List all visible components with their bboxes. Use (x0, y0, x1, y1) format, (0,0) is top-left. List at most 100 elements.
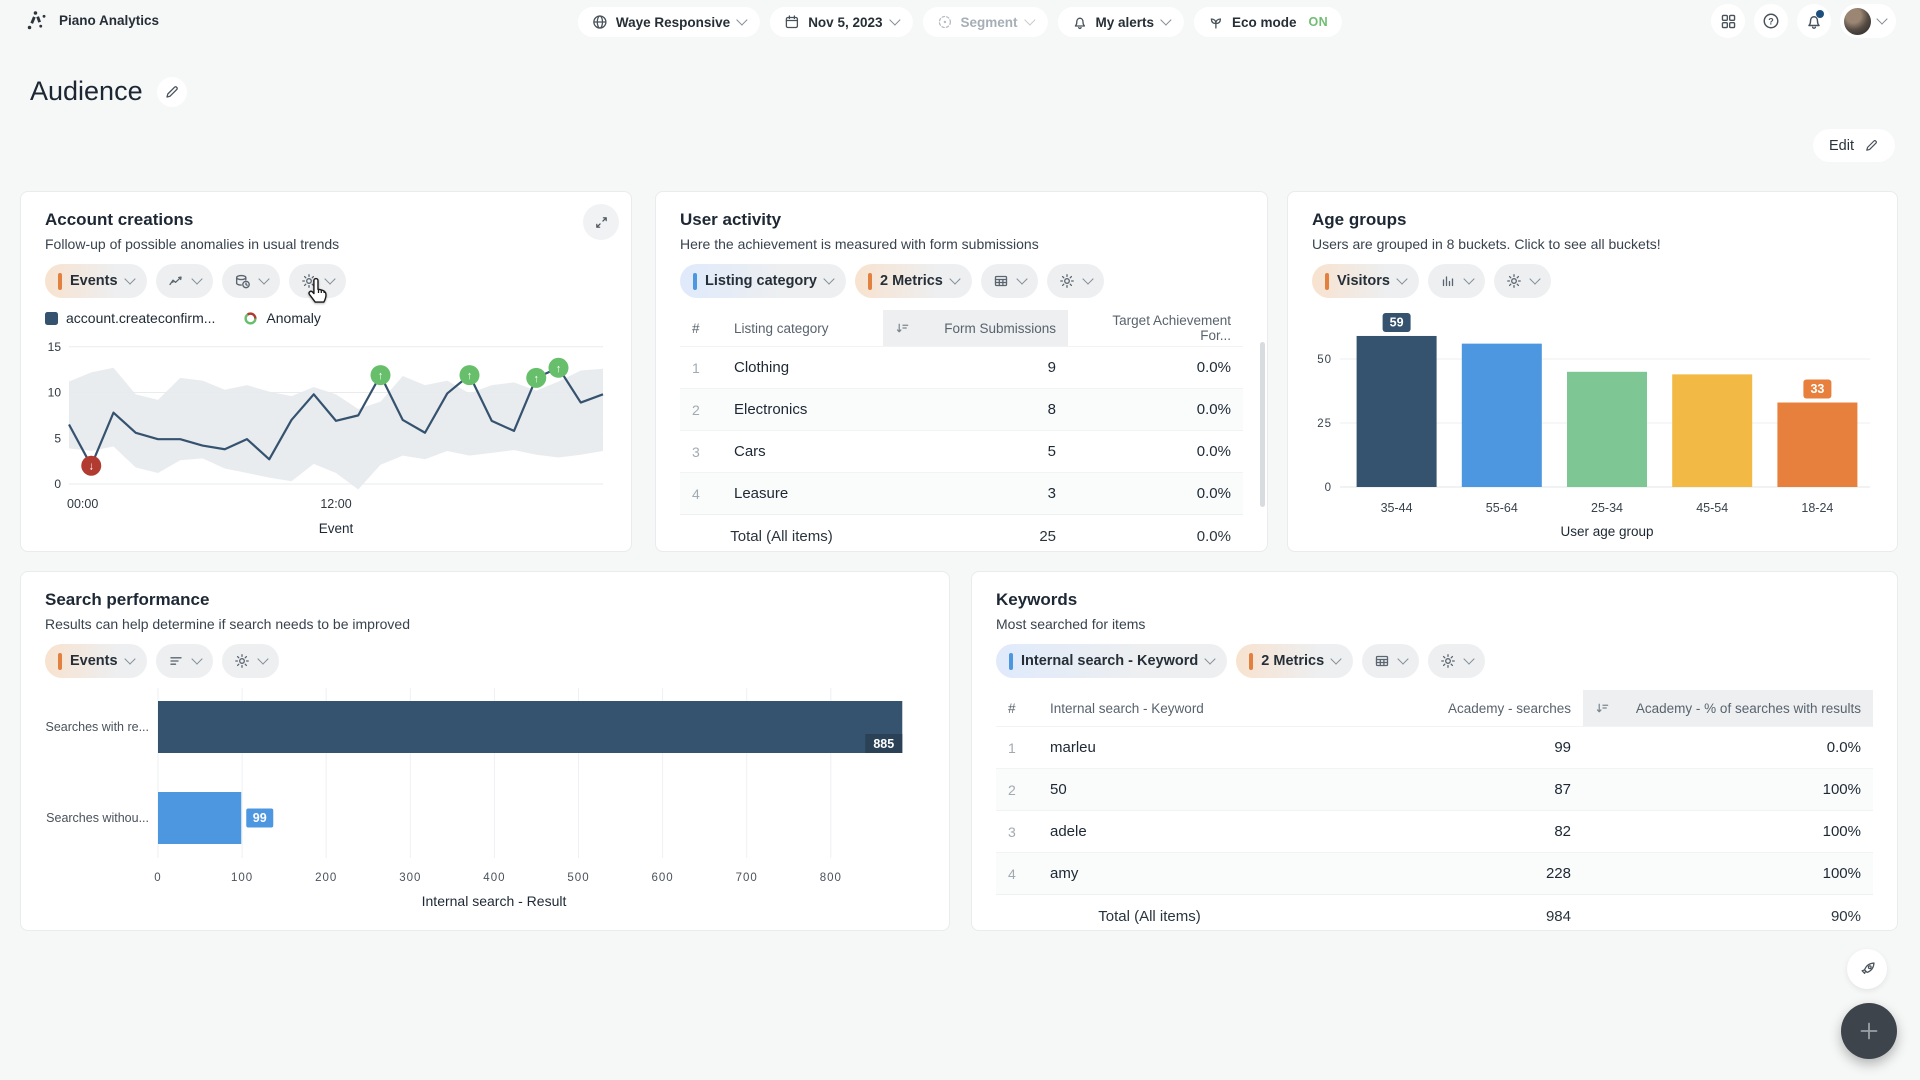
widget-title: Keywords (996, 590, 1078, 609)
brand-name: Piano Analytics (59, 12, 160, 28)
svg-text:?: ? (1768, 16, 1774, 26)
chart-type-pill[interactable] (155, 644, 213, 678)
svg-text:700: 700 (736, 872, 758, 884)
settings-pill[interactable] (1493, 264, 1551, 298)
column-header[interactable]: Internal search - Keyword (1050, 700, 1204, 716)
chevron-down-icon (1397, 653, 1409, 665)
table-header-row: # Listing category Form Submissions Target … (680, 310, 1243, 346)
widget-user-activity: User activity Here the achievement is me… (655, 191, 1268, 552)
widget-subtitle: Here the achievement is measured with fo… (680, 236, 1039, 252)
table-cell: 0.0% (1196, 401, 1231, 418)
metrics-pill[interactable]: 2 Metrics (1236, 644, 1354, 678)
my-alerts-button[interactable]: My alerts (1057, 7, 1185, 37)
table-scrollbar[interactable] (1260, 342, 1265, 507)
svg-text:200: 200 (315, 872, 337, 884)
metric-pill-events[interactable]: Events (45, 264, 147, 298)
column-header[interactable]: # (1008, 700, 1016, 716)
metric-accent-bar (1325, 272, 1329, 290)
svg-text:18-24: 18-24 (1801, 501, 1833, 515)
settings-pill[interactable] (288, 264, 346, 298)
eco-mode-toggle[interactable]: Eco mode ON (1194, 7, 1343, 37)
page-title-row: Audience (30, 76, 187, 107)
table-row[interactable]: 1 Clothing 9 0.0% (680, 346, 1243, 388)
site-picker[interactable]: Waye Responsive (577, 7, 761, 37)
metric-pill-events[interactable]: Events (45, 644, 147, 678)
brand[interactable]: Piano Analytics (26, 9, 159, 31)
table-row[interactable]: 3 adele 82 100% (996, 810, 1873, 852)
notifications-button[interactable] (1797, 4, 1831, 38)
column-header[interactable]: Academy - searches (1447, 700, 1571, 716)
table-cell: 0.0% (1196, 443, 1231, 460)
rename-dashboard-button[interactable] (156, 76, 187, 107)
quick-launch-button[interactable] (1847, 949, 1887, 989)
svg-text:500: 500 (567, 872, 589, 884)
add-widget-fab[interactable] (1841, 1003, 1897, 1059)
pill-label: Events (70, 653, 118, 669)
svg-text:33: 33 (1810, 382, 1824, 396)
chevron-down-icon (949, 273, 961, 285)
account-creations-chart: 0 5 10 15 ↓ ↑ ↑ ↑ ↑ 00:00 12:00 Event (45, 330, 607, 540)
legend-series[interactable]: account.createconfirm... (45, 310, 215, 326)
settings-pill[interactable] (1046, 264, 1104, 298)
metric-accent-bar (868, 272, 872, 290)
account-menu[interactable] (1840, 4, 1896, 38)
chart-type-pill[interactable] (155, 264, 213, 298)
svg-text:Event: Event (319, 521, 354, 536)
total-label: Total (All items) (1098, 907, 1201, 925)
data-period-pill[interactable] (221, 264, 280, 298)
table-row[interactable]: 3 Cars 5 0.0% (680, 430, 1243, 472)
column-header[interactable]: Target Achievement For... (1112, 313, 1231, 343)
calendar-icon (786, 15, 799, 29)
dimension-pill[interactable]: Listing category (680, 264, 846, 298)
display-type-pill[interactable] (980, 264, 1038, 298)
table-cell: adele (1050, 823, 1087, 840)
gear-icon (1441, 654, 1456, 668)
table-cell: 0.0% (1196, 359, 1231, 376)
search-performance-chart: 0 100 200 300 400 500 600 700 800 Searches with r… (45, 682, 925, 912)
keywords-table: # Internal search - Keyword Academy - sear… (996, 690, 1873, 930)
chevron-down-icon (1396, 273, 1408, 285)
metric-pill-visitors[interactable]: Visitors (1312, 264, 1419, 298)
gear-icon (1060, 274, 1074, 288)
settings-pill[interactable] (1428, 644, 1486, 678)
svg-text:400: 400 (483, 872, 505, 884)
table-row[interactable]: 2 50 87 100% (996, 768, 1873, 810)
column-header[interactable]: Listing category (734, 320, 829, 336)
chevron-down-icon (1463, 653, 1475, 665)
column-header[interactable]: Academy - % of searches with results (1583, 690, 1873, 726)
table-cell: 9 (1047, 359, 1056, 376)
table-row[interactable]: 2 Electronics 8 0.0% (680, 388, 1243, 430)
metric-accent-bar (58, 272, 62, 290)
svg-text:5: 5 (54, 431, 61, 445)
notifications-bell-icon (1808, 15, 1820, 30)
chevron-down-icon (1204, 653, 1216, 665)
expand-icon (595, 216, 607, 228)
column-header[interactable]: # (692, 320, 700, 336)
legend-anomaly[interactable]: Anomaly (243, 310, 321, 326)
segment-picker[interactable]: Segment (922, 7, 1048, 37)
anomaly-ring-icon (244, 311, 257, 325)
table-row[interactable]: 4 Leasure 3 0.0% (680, 472, 1243, 514)
dimension-pill[interactable]: Internal search - Keyword (996, 644, 1228, 678)
widget-toolbar: Listing category 2 Metrics (680, 264, 1243, 298)
age-groups-chart[interactable]: 0 25 50 35-44 55-64 25-34 45-54 18-24 59 33 User a… (1312, 298, 1873, 540)
svg-text:59: 59 (1390, 315, 1404, 329)
table-cell: Clothing (734, 359, 790, 376)
table-total-row: Total (All items) 25 0.0% (680, 514, 1243, 551)
help-button[interactable]: ? (1754, 4, 1788, 38)
table-row[interactable]: 1 marleu 99 0.0% (996, 726, 1873, 768)
apps-grid-button[interactable] (1711, 4, 1745, 38)
display-type-pill[interactable] (1362, 644, 1420, 678)
metrics-pill[interactable]: 2 Metrics (855, 264, 972, 298)
table-cell: Electronics (734, 401, 808, 418)
pill-label: Internal search - Keyword (1021, 653, 1199, 669)
horizontal-bars-icon (169, 657, 182, 665)
settings-pill[interactable] (221, 644, 279, 678)
expand-widget-button[interactable] (583, 204, 619, 240)
chart-type-pill[interactable] (1427, 264, 1485, 298)
date-picker[interactable]: Nov 5, 2023 (770, 7, 913, 37)
chevron-down-icon (323, 273, 336, 285)
edit-dashboard-button[interactable]: Edit (1813, 129, 1895, 162)
column-header[interactable]: Form Submissions (883, 310, 1068, 346)
table-row[interactable]: 4 amy 228 100% (996, 852, 1873, 894)
